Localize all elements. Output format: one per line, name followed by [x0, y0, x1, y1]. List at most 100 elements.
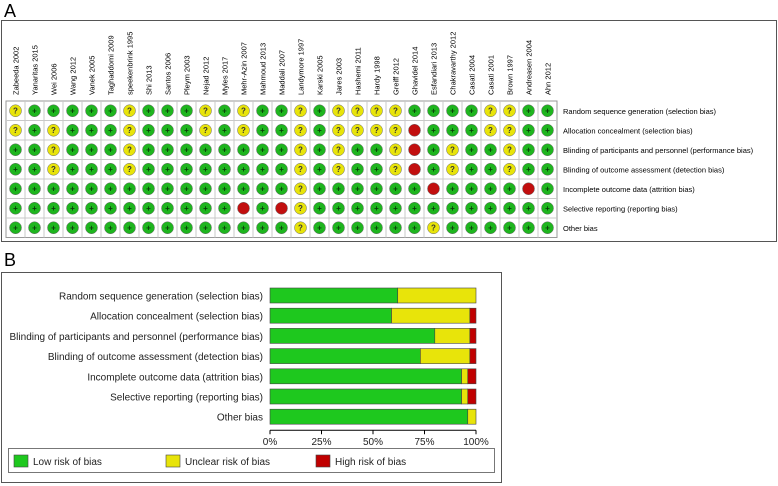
judgement-symbol: ?	[336, 146, 341, 155]
judgement-symbol: +	[127, 185, 132, 194]
judgement-dot	[256, 143, 269, 156]
judgement-dot	[503, 104, 516, 117]
judgement-dot	[47, 182, 60, 195]
bar-segment	[269, 368, 462, 385]
judgement-symbol: ?	[488, 107, 493, 116]
judgement-dot	[85, 202, 98, 215]
legend-swatch	[315, 454, 331, 468]
judgement-dot	[313, 163, 326, 176]
judgement-symbol: +	[184, 165, 189, 174]
judgement-symbol: +	[108, 204, 113, 213]
domain-label: Allocation concealment (selection bias)	[563, 126, 693, 135]
judgement-dot	[161, 221, 174, 234]
judgement-dot	[465, 163, 478, 176]
judgement-symbol: +	[393, 224, 398, 233]
judgement-dot	[313, 221, 326, 234]
legend-label: Unclear risk of bias	[185, 457, 270, 468]
judgement-dot	[256, 221, 269, 234]
judgement-dot	[142, 163, 155, 176]
judgement-dot	[484, 182, 497, 195]
judgement-dot	[218, 221, 231, 234]
judgement-dot	[47, 202, 60, 215]
judgement-dot	[123, 202, 136, 215]
judgement-symbol: +	[184, 224, 189, 233]
study-label: Casati 2004	[468, 55, 477, 95]
judgement-symbol: ?	[393, 107, 398, 116]
judgement-dot	[484, 143, 497, 156]
judgement-symbol: +	[355, 185, 360, 194]
judgement-dot	[180, 124, 193, 137]
judgement-dot	[180, 221, 193, 234]
study-label: Ghavidel 2014	[411, 47, 420, 95]
judgement-dot	[161, 124, 174, 137]
judgement-symbol: +	[70, 185, 75, 194]
judgement-dot	[522, 104, 535, 117]
judgement-dot	[47, 124, 60, 137]
domain-label: Blinding of outcome assessment (detectio…	[563, 165, 725, 174]
judgement-dot	[180, 143, 193, 156]
judgement-dot	[142, 143, 155, 156]
judgement-dot	[66, 124, 79, 137]
judgement-symbol: ?	[450, 165, 455, 174]
legend-label: Low risk of bias	[33, 457, 102, 468]
judgement-dot	[503, 163, 516, 176]
judgement-dot	[142, 124, 155, 137]
judgement-symbol: +	[317, 224, 322, 233]
judgement-dot	[541, 124, 554, 137]
judgement-symbol: +	[70, 165, 75, 174]
judgement-dot	[85, 104, 98, 117]
judgement-symbol: +	[450, 107, 455, 116]
judgement-symbol: +	[146, 146, 151, 155]
judgement-symbol: +	[184, 126, 189, 135]
judgement-symbol: +	[469, 204, 474, 213]
judgement-dot	[294, 104, 307, 117]
study-label: Pleym 2003	[183, 55, 192, 95]
judgement-dot	[123, 182, 136, 195]
category-label: Allocation concealment (selection bias)	[90, 312, 263, 323]
bar-segment	[461, 368, 469, 385]
judgement-symbol: +	[431, 165, 436, 174]
bar-segment	[269, 328, 436, 344]
judgement-dot	[275, 163, 288, 176]
judgement-dot	[104, 124, 117, 137]
judgement-dot	[332, 124, 345, 137]
judgement-dot	[28, 202, 41, 215]
judgement-dot	[351, 221, 364, 234]
judgement-symbol: +	[412, 224, 417, 233]
judgement-symbol: ?	[507, 146, 512, 155]
judgement-dot	[199, 202, 212, 215]
judgement-dot	[351, 163, 364, 176]
bar-segment	[269, 408, 469, 425]
judgement-symbol: ?	[431, 224, 436, 233]
judgement-dot	[503, 143, 516, 156]
judgement-dot	[142, 221, 155, 234]
judgement-symbol: +	[317, 185, 322, 194]
judgement-dot	[503, 202, 516, 215]
judgement-symbol: +	[32, 185, 37, 194]
bar-segment	[391, 307, 471, 324]
study-label: Vanek 2005	[88, 56, 97, 95]
domain-label: Selective reporting (reporting bias)	[563, 204, 678, 213]
judgement-dot	[66, 202, 79, 215]
study-label: Esfandiari 2013	[430, 43, 439, 95]
judgement-dot	[332, 182, 345, 195]
category-label: Selective reporting (reporting bias)	[110, 393, 263, 404]
judgement-symbol: +	[51, 185, 56, 194]
judgement-dot	[9, 163, 22, 176]
bar-segment	[467, 388, 477, 405]
judgement-dot	[142, 104, 155, 117]
judgement-dot	[351, 124, 364, 137]
judgement-symbol: +	[203, 146, 208, 155]
judgement-symbol: +	[89, 185, 94, 194]
judgement-symbol: +	[469, 165, 474, 174]
judgement-symbol: +	[374, 204, 379, 213]
judgement-dot	[427, 182, 440, 195]
judgement-dot	[256, 124, 269, 137]
judgement-dot	[9, 124, 22, 137]
judgement-dot	[522, 163, 535, 176]
judgement-symbol: +	[393, 185, 398, 194]
bar-segment	[269, 348, 421, 364]
judgement-dot	[389, 104, 402, 117]
domain-label: Other bias	[563, 224, 598, 233]
judgement-dot	[237, 124, 250, 137]
